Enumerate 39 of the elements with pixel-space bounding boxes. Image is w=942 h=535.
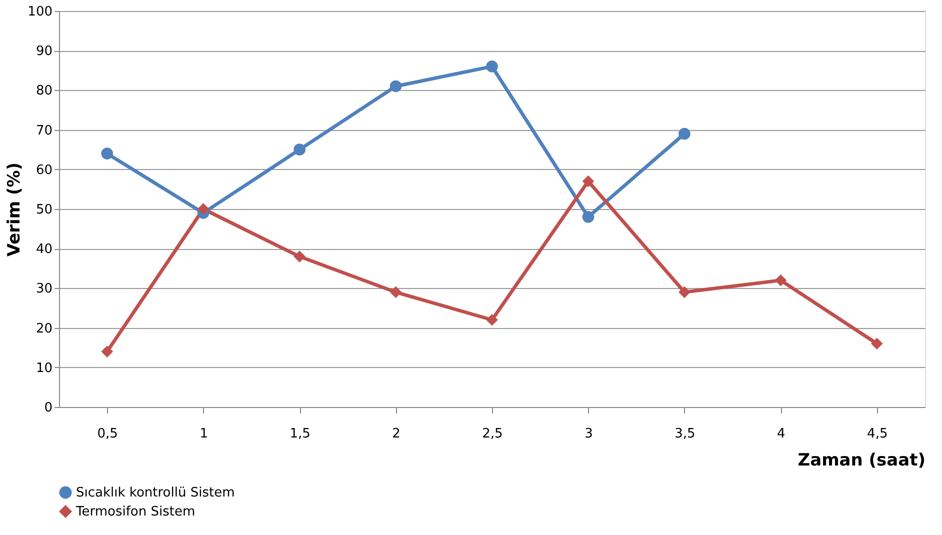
point: [582, 211, 594, 223]
point: [678, 128, 690, 140]
x-tick-label: 3,5: [674, 426, 696, 442]
x-tick-label: 2,5: [482, 426, 503, 442]
point: [390, 286, 402, 298]
x-tick-label: 4,5: [867, 426, 888, 442]
y-tick-label: 20: [36, 321, 52, 336]
point: [774, 274, 787, 286]
y-tick-label: 60: [36, 162, 52, 178]
legend-label: Termosifon Sistem: [75, 504, 196, 520]
point: [678, 286, 690, 298]
x-axis-title: Zaman (saat): [798, 450, 926, 470]
point: [870, 338, 883, 350]
point: [390, 80, 402, 92]
y-tick-label: 10: [36, 360, 52, 376]
legend-label: Sıcaklık kontrollü Sistem: [76, 486, 235, 500]
x-tick-label: 3: [584, 426, 593, 442]
point: [486, 314, 498, 326]
point: [101, 346, 114, 358]
point: [294, 144, 306, 156]
y-axis-title: Verim (%): [4, 162, 25, 257]
x-tick-label: 1,5: [290, 426, 310, 442]
x-tick-label: 1: [200, 426, 208, 442]
x-tick-label: 0,5: [97, 426, 118, 442]
y-tick-label: 50: [36, 202, 52, 218]
point: [486, 60, 498, 72]
y-tick-label: 80: [36, 84, 52, 99]
y-tick-label: 100: [28, 4, 52, 20]
point: [101, 148, 114, 160]
y-tick-label: 0: [44, 400, 52, 416]
y-tick-label: 30: [36, 282, 52, 297]
point: [197, 203, 210, 215]
y-tick-label: 70: [36, 123, 52, 138]
point: [582, 175, 594, 188]
x-tick-label: 2: [392, 426, 400, 442]
y-tick-label: 40: [36, 242, 52, 258]
x-tick-label: 4: [777, 426, 786, 442]
point: [294, 250, 306, 262]
y-tick-label: 90: [36, 44, 52, 60]
